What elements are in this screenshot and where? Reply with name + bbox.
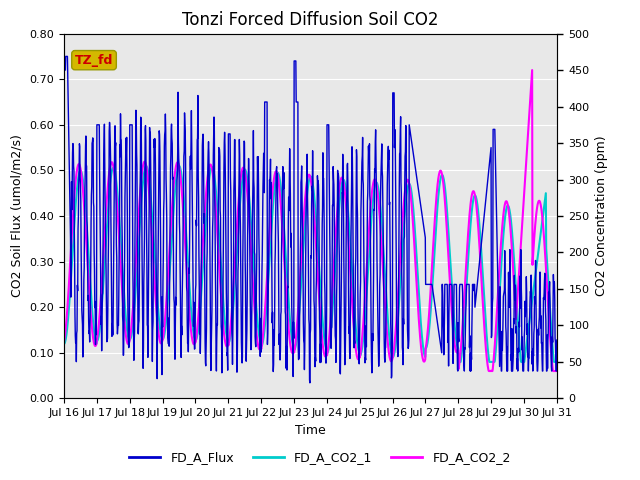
FD_A_Flux	[495, 330, 503, 336]
FD_A_Flux	[452, 281, 460, 287]
FD_A_CO2_1	[60, 341, 68, 347]
FD_A_CO2_2	[158, 340, 166, 346]
FD_A_CO2_2	[485, 368, 493, 374]
FD_A_CO2_2	[451, 342, 459, 348]
FD_A_CO2_2	[60, 339, 68, 345]
FD_A_CO2_1	[175, 163, 183, 169]
Text: TZ_fd: TZ_fd	[75, 54, 113, 67]
FD_A_CO2_2	[553, 368, 561, 374]
FD_A_CO2_1	[553, 359, 561, 365]
FD_A_Flux	[306, 380, 314, 386]
X-axis label: Time: Time	[295, 424, 326, 437]
FD_A_Flux	[170, 296, 178, 302]
Line: FD_A_CO2_1: FD_A_CO2_1	[64, 166, 557, 362]
FD_A_CO2_2	[495, 280, 502, 286]
FD_A_CO2_1	[495, 300, 503, 306]
FD_A_Flux	[60, 67, 68, 73]
Title: Tonzi Forced Diffusion Soil CO2: Tonzi Forced Diffusion Soil CO2	[182, 11, 438, 29]
FD_A_CO2_1	[225, 339, 233, 345]
FD_A_CO2_1	[387, 346, 394, 352]
FD_A_CO2_2	[225, 341, 232, 347]
FD_A_CO2_1	[451, 327, 459, 333]
FD_A_CO2_1	[454, 359, 462, 365]
FD_A_CO2_2	[170, 184, 177, 190]
FD_A_Flux	[158, 372, 166, 377]
Legend: FD_A_Flux, FD_A_CO2_1, FD_A_CO2_2: FD_A_Flux, FD_A_CO2_1, FD_A_CO2_2	[124, 446, 516, 469]
FD_A_Flux	[387, 333, 395, 338]
FD_A_CO2_2	[528, 67, 536, 73]
FD_A_Flux	[62, 53, 70, 59]
Line: FD_A_CO2_2: FD_A_CO2_2	[64, 70, 557, 371]
Line: FD_A_Flux: FD_A_Flux	[64, 56, 557, 383]
Y-axis label: CO2 Soil Flux (umol/m2/s): CO2 Soil Flux (umol/m2/s)	[11, 134, 24, 298]
FD_A_CO2_1	[170, 206, 177, 212]
Y-axis label: CO2 Concentration (ppm): CO2 Concentration (ppm)	[595, 136, 608, 296]
FD_A_Flux	[225, 131, 233, 137]
FD_A_Flux	[553, 337, 561, 343]
FD_A_CO2_2	[387, 357, 394, 363]
FD_A_CO2_1	[158, 335, 166, 341]
